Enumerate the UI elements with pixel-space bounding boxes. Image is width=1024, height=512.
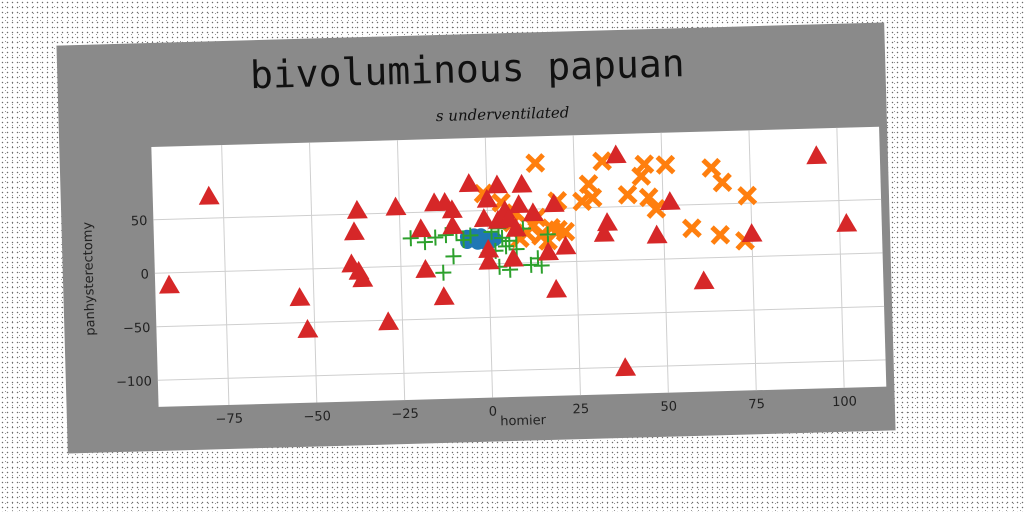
data-point-x	[712, 172, 733, 193]
x-tick-label: −50	[303, 409, 331, 425]
x-grid-line	[221, 145, 230, 405]
x-tick-label: 50	[660, 399, 677, 414]
data-point-plus	[427, 229, 444, 246]
data-point-triangle	[433, 286, 455, 306]
y-grid-line	[156, 305, 885, 328]
data-point-triangle	[836, 212, 858, 232]
data-point-triangle	[646, 224, 668, 244]
data-point-x	[631, 166, 652, 187]
data-point-x	[655, 154, 676, 175]
data-point-triangle	[605, 144, 627, 164]
data-point-triangle	[593, 222, 615, 242]
data-point-triangle	[378, 311, 400, 331]
scatter-chart: bivoluminous papuan s underventilated −7…	[80, 41, 887, 429]
data-point-triangle	[503, 247, 524, 267]
data-point-x	[572, 191, 593, 212]
data-point-x	[525, 153, 546, 174]
data-point-triangle	[806, 145, 828, 165]
y-axis-label: panhysterectomy	[80, 221, 98, 336]
data-point-plus	[455, 231, 472, 249]
data-point-triangle	[352, 268, 374, 288]
x-tick-label: 75	[748, 397, 765, 412]
data-point-x	[646, 198, 667, 219]
x-tick-label: −75	[215, 412, 243, 428]
data-point-x	[592, 151, 613, 172]
data-point-plus	[462, 227, 479, 244]
data-point-triangle	[476, 188, 498, 208]
data-point-triangle	[473, 208, 495, 228]
y-grid-line	[157, 359, 886, 381]
data-point-triangle	[508, 194, 530, 214]
data-point-plus	[523, 256, 540, 273]
data-point-triangle	[159, 274, 180, 294]
x-tick-label: 25	[572, 402, 589, 417]
data-point-triangle	[543, 193, 565, 213]
data-point-x	[701, 157, 722, 178]
data-point-plus	[539, 226, 556, 243]
chart-subtitle: s underventilated	[436, 103, 570, 125]
data-point-triangle	[442, 215, 464, 235]
data-point-x	[710, 225, 731, 245]
data-point-triangle	[297, 318, 319, 338]
data-point-x	[555, 221, 576, 242]
data-points	[159, 144, 858, 377]
data-point-triangle	[538, 241, 559, 261]
plot-area	[151, 126, 887, 407]
x-grid-line	[660, 132, 669, 393]
data-point-triangle	[486, 174, 508, 194]
chart-title: bivoluminous papuan	[249, 41, 685, 97]
data-point-triangle	[659, 191, 681, 211]
data-point-x	[578, 174, 599, 194]
x-grid-line	[748, 130, 757, 391]
data-point-triangle	[289, 287, 311, 307]
data-point-triangle	[741, 223, 763, 243]
x-tick-label: 0	[489, 404, 498, 419]
chart-figure: bivoluminous papuan s underventilated −7…	[56, 22, 896, 454]
data-point-triangle	[385, 196, 407, 216]
data-point-triangle	[344, 221, 365, 241]
data-point-triangle	[410, 218, 432, 238]
data-point-plus	[445, 248, 462, 265]
data-point-triangle	[522, 202, 544, 222]
data-point-plus	[497, 238, 514, 255]
x-tick-label: −25	[391, 407, 419, 423]
data-point-triangle	[555, 235, 577, 255]
y-tick-label: 0	[140, 267, 149, 282]
data-point-triangle	[458, 173, 480, 193]
series-3	[159, 144, 858, 377]
data-point-triangle	[546, 278, 568, 298]
data-point-x	[681, 218, 702, 239]
data-point-triangle	[505, 217, 527, 237]
data-point-x	[737, 185, 758, 206]
data-point-triangle	[511, 173, 533, 193]
x-tick-label: 100	[832, 394, 857, 410]
x-grid-line	[396, 140, 406, 401]
data-point-x	[617, 184, 638, 205]
tick-labels: −75 −50 −25 0 25 50 75 100 −100 −50 0 50	[116, 214, 857, 428]
y-tick-label: −50	[123, 321, 151, 337]
data-point-plus	[494, 229, 511, 246]
data-point-triangle	[415, 258, 437, 278]
data-point-triangle	[693, 270, 715, 290]
x-grid-line	[836, 127, 845, 388]
data-point-plus	[402, 230, 419, 247]
grid-lines	[153, 127, 886, 405]
data-point-triangle	[478, 250, 500, 270]
y-tick-label: −100	[116, 374, 152, 390]
data-point-plus	[435, 264, 452, 281]
data-point-triangle	[615, 357, 637, 377]
data-point-x	[638, 187, 659, 208]
x-axis-label: homier	[500, 413, 547, 429]
data-point-triangle	[478, 239, 500, 258]
data-point-triangle	[441, 199, 463, 219]
y-tick-label: 50	[131, 214, 148, 229]
x-grid-line	[572, 135, 581, 396]
data-point-triangle	[198, 185, 220, 205]
data-point-triangle	[346, 199, 368, 219]
x-grid-line	[309, 142, 318, 403]
